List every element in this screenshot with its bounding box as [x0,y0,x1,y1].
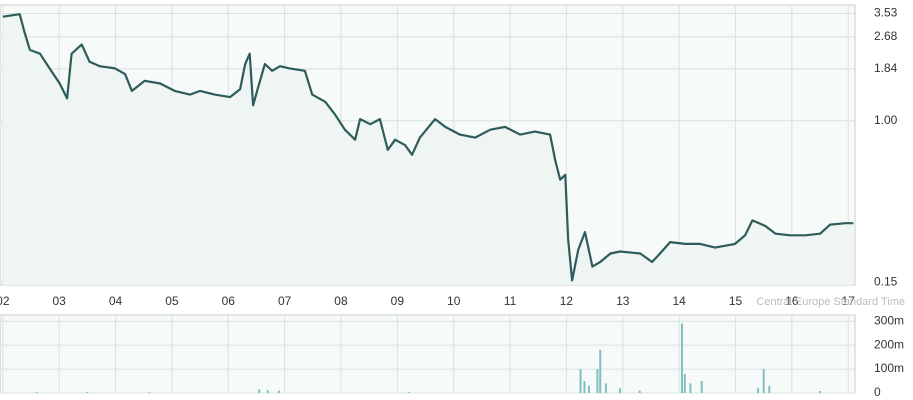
volume-bar [683,373,686,393]
y-tick-label: 3.53 [874,6,898,20]
y-tick-label: 2.68 [874,29,898,43]
volume-bar [148,392,151,393]
x-tick-label: 13 [616,294,630,308]
price-line [2,13,854,282]
volume-bar [596,369,599,393]
volume-bar [604,383,607,393]
x-tick-label: 06 [222,294,236,308]
volume-bar [579,369,582,393]
x-tick-label: 02 [0,294,10,308]
volume-bar [700,381,703,393]
volume-bar [618,388,621,393]
x-tick-label: 07 [278,294,292,308]
y-tick-label: 0.15 [874,274,898,288]
x-tick-label: 08 [334,294,348,308]
x-tick-label: 11 [504,294,517,308]
volume-bar [407,392,410,393]
x-tick-label: 17 [842,294,856,308]
volume-bar [680,323,683,393]
y-tick-label: 1.00 [874,113,898,127]
volume-bar [757,388,760,393]
volume-bar [583,381,586,393]
volume-bar [638,390,641,393]
volume-panel [0,314,856,394]
x-tick-label: 15 [729,294,743,308]
price-area [2,14,854,285]
y-tick-label: 0 [874,385,881,399]
timezone-note: Central Europe Standard Time [756,296,905,308]
x-tick-label: 09 [391,294,405,308]
volume-bar [587,385,590,393]
volume-bar [689,383,692,393]
x-tick-label: 16 [785,294,799,308]
x-tick-label: 14 [672,294,686,308]
volume-bar [768,385,771,393]
volume-bar [266,390,269,393]
volume-bar [819,391,822,393]
volume-bar [762,369,765,393]
x-tick-label: 03 [52,294,66,308]
x-tick-label: 05 [165,294,179,308]
volume-bar [35,392,38,393]
volume-bar [277,390,280,393]
x-tick-label: 12 [560,294,574,308]
y-tick-label: 200m [874,337,904,351]
y-tick-label: 100m [874,361,904,375]
x-tick-label: 10 [447,294,461,308]
volume-bar [599,349,602,393]
x-tick-label: 04 [109,294,123,308]
volume-bar [86,391,89,393]
y-tick-label: 1.84 [874,61,898,75]
y-tick-label: 300m [874,313,904,327]
volume-bar [258,389,261,393]
